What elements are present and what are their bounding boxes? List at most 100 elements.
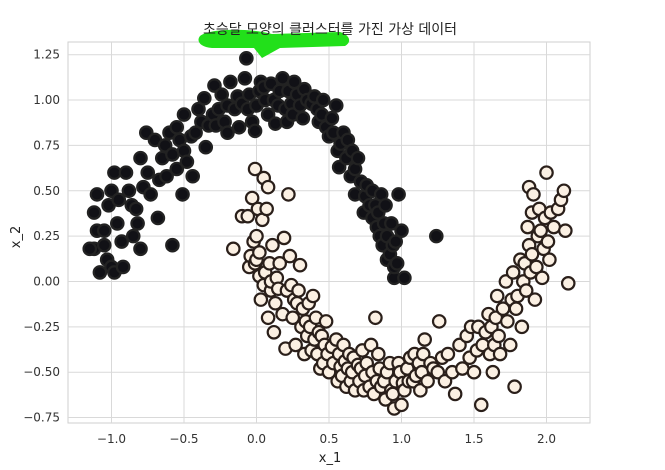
light-cluster-point	[265, 237, 280, 253]
light-cluster-point	[556, 183, 572, 199]
dark-cluster-point	[92, 265, 108, 280]
light-cluster-point	[260, 179, 276, 195]
light-cluster-point	[281, 187, 296, 202]
dark-cluster-point	[96, 237, 112, 253]
dark-cluster-point	[237, 70, 253, 86]
light-cluster-point	[540, 234, 556, 249]
dark-cluster-point	[179, 154, 195, 170]
light-cluster-point	[244, 190, 260, 206]
x-tick-label: −0.5	[169, 432, 198, 446]
dark-cluster-point	[391, 187, 406, 202]
dark-cluster-point	[140, 165, 156, 180]
dark-cluster-point	[143, 187, 158, 202]
dark-cluster-point	[268, 116, 283, 131]
dark-cluster-point	[315, 92, 331, 108]
light-cluster-point	[282, 248, 298, 264]
y-axis-label: x_2	[9, 226, 24, 248]
light-cluster-point	[370, 346, 386, 362]
light-cluster-point	[266, 324, 282, 340]
light-cluster-point	[466, 364, 482, 380]
light-cluster-point	[240, 208, 256, 224]
light-cluster-point	[491, 328, 506, 344]
data-points	[82, 51, 576, 416]
dark-cluster-point	[133, 150, 148, 166]
dark-cluster-point	[197, 90, 212, 106]
dark-cluster-point	[86, 205, 102, 220]
light-cluster-point	[473, 397, 489, 413]
light-cluster-point	[420, 373, 435, 389]
light-cluster-point	[253, 292, 269, 307]
light-cluster-point	[249, 228, 264, 244]
dark-cluster-point	[114, 234, 129, 249]
dark-cluster-point	[324, 110, 340, 126]
dark-cluster-point	[378, 197, 393, 213]
light-cluster-point	[318, 314, 334, 329]
light-cluster-point	[560, 275, 576, 291]
light-cluster-point	[368, 310, 383, 326]
dark-cluster-point	[96, 223, 112, 238]
light-cluster-point	[527, 292, 543, 307]
light-cluster-point	[533, 223, 548, 238]
light-cluster-point	[288, 337, 303, 353]
light-cluster-point	[417, 332, 432, 347]
dark-cluster-point	[125, 228, 141, 244]
dark-cluster-point	[214, 87, 229, 102]
dark-cluster-point	[111, 192, 127, 208]
dark-cluster-point	[133, 241, 148, 257]
dark-cluster-point	[185, 168, 200, 184]
dark-cluster-point	[128, 201, 144, 217]
x-ticks: −1.0 −0.5 0.0 0.5 1.0 1.5 2.0	[97, 432, 556, 446]
dark-cluster-point	[295, 110, 311, 126]
title-highlight-mark	[198, 29, 350, 58]
dark-cluster-point	[176, 107, 192, 122]
y-tick-label: 0.00	[33, 274, 60, 288]
light-cluster-point	[485, 364, 501, 380]
x-tick-label: 1.5	[464, 432, 483, 446]
dark-cluster-point	[165, 237, 180, 253]
dark-cluster-point	[388, 234, 403, 249]
dark-cluster-point	[118, 165, 134, 180]
light-cluster-point	[259, 201, 274, 217]
light-cluster-point	[247, 161, 263, 177]
dark-cluster-point	[169, 119, 185, 135]
dark-cluster-point	[384, 216, 399, 231]
light-cluster-point	[500, 314, 515, 329]
dark-cluster-point	[350, 150, 366, 166]
light-cluster-point	[285, 310, 301, 326]
dark-cluster-point	[231, 119, 247, 135]
light-cluster-point	[508, 301, 524, 316]
light-cluster-point	[268, 295, 283, 311]
light-cluster-point	[305, 288, 321, 304]
light-cluster-point	[252, 245, 267, 260]
dark-cluster-point	[130, 216, 145, 231]
dark-cluster-point	[159, 168, 174, 184]
light-cluster-point	[520, 219, 535, 235]
y-tick-label: −0.50	[23, 365, 60, 379]
dark-cluster-point	[169, 161, 185, 177]
dark-cluster-point	[247, 123, 263, 139]
light-cluster-point	[447, 386, 463, 402]
dark-cluster-point	[198, 139, 214, 155]
light-cluster-point	[431, 314, 447, 329]
dark-cluster-point	[115, 259, 131, 275]
x-tick-label: 1.0	[392, 432, 411, 446]
dark-cluster-point	[428, 228, 444, 244]
dark-cluster-point	[188, 125, 203, 141]
x-tick-label: −1.0	[97, 432, 126, 446]
dark-cluster-point	[110, 216, 125, 231]
y-ticks: −0.75 −0.50 −0.25 0.00 0.25 0.50 0.75 1.00 1.25	[23, 48, 60, 425]
light-cluster-point	[272, 256, 287, 271]
light-cluster-point	[226, 241, 241, 257]
dark-cluster-point	[82, 241, 98, 257]
light-cluster-point	[524, 246, 540, 262]
y-tick-label: −0.75	[23, 411, 60, 425]
y-tick-label: −0.25	[23, 320, 60, 334]
light-cluster-point	[529, 259, 544, 275]
dark-cluster-point	[121, 183, 137, 199]
dark-cluster-point	[89, 187, 105, 202]
x-tick-label: 0.0	[247, 432, 266, 446]
x-axis-label: x_1	[319, 451, 341, 466]
y-tick-label: 1.00	[33, 93, 60, 107]
